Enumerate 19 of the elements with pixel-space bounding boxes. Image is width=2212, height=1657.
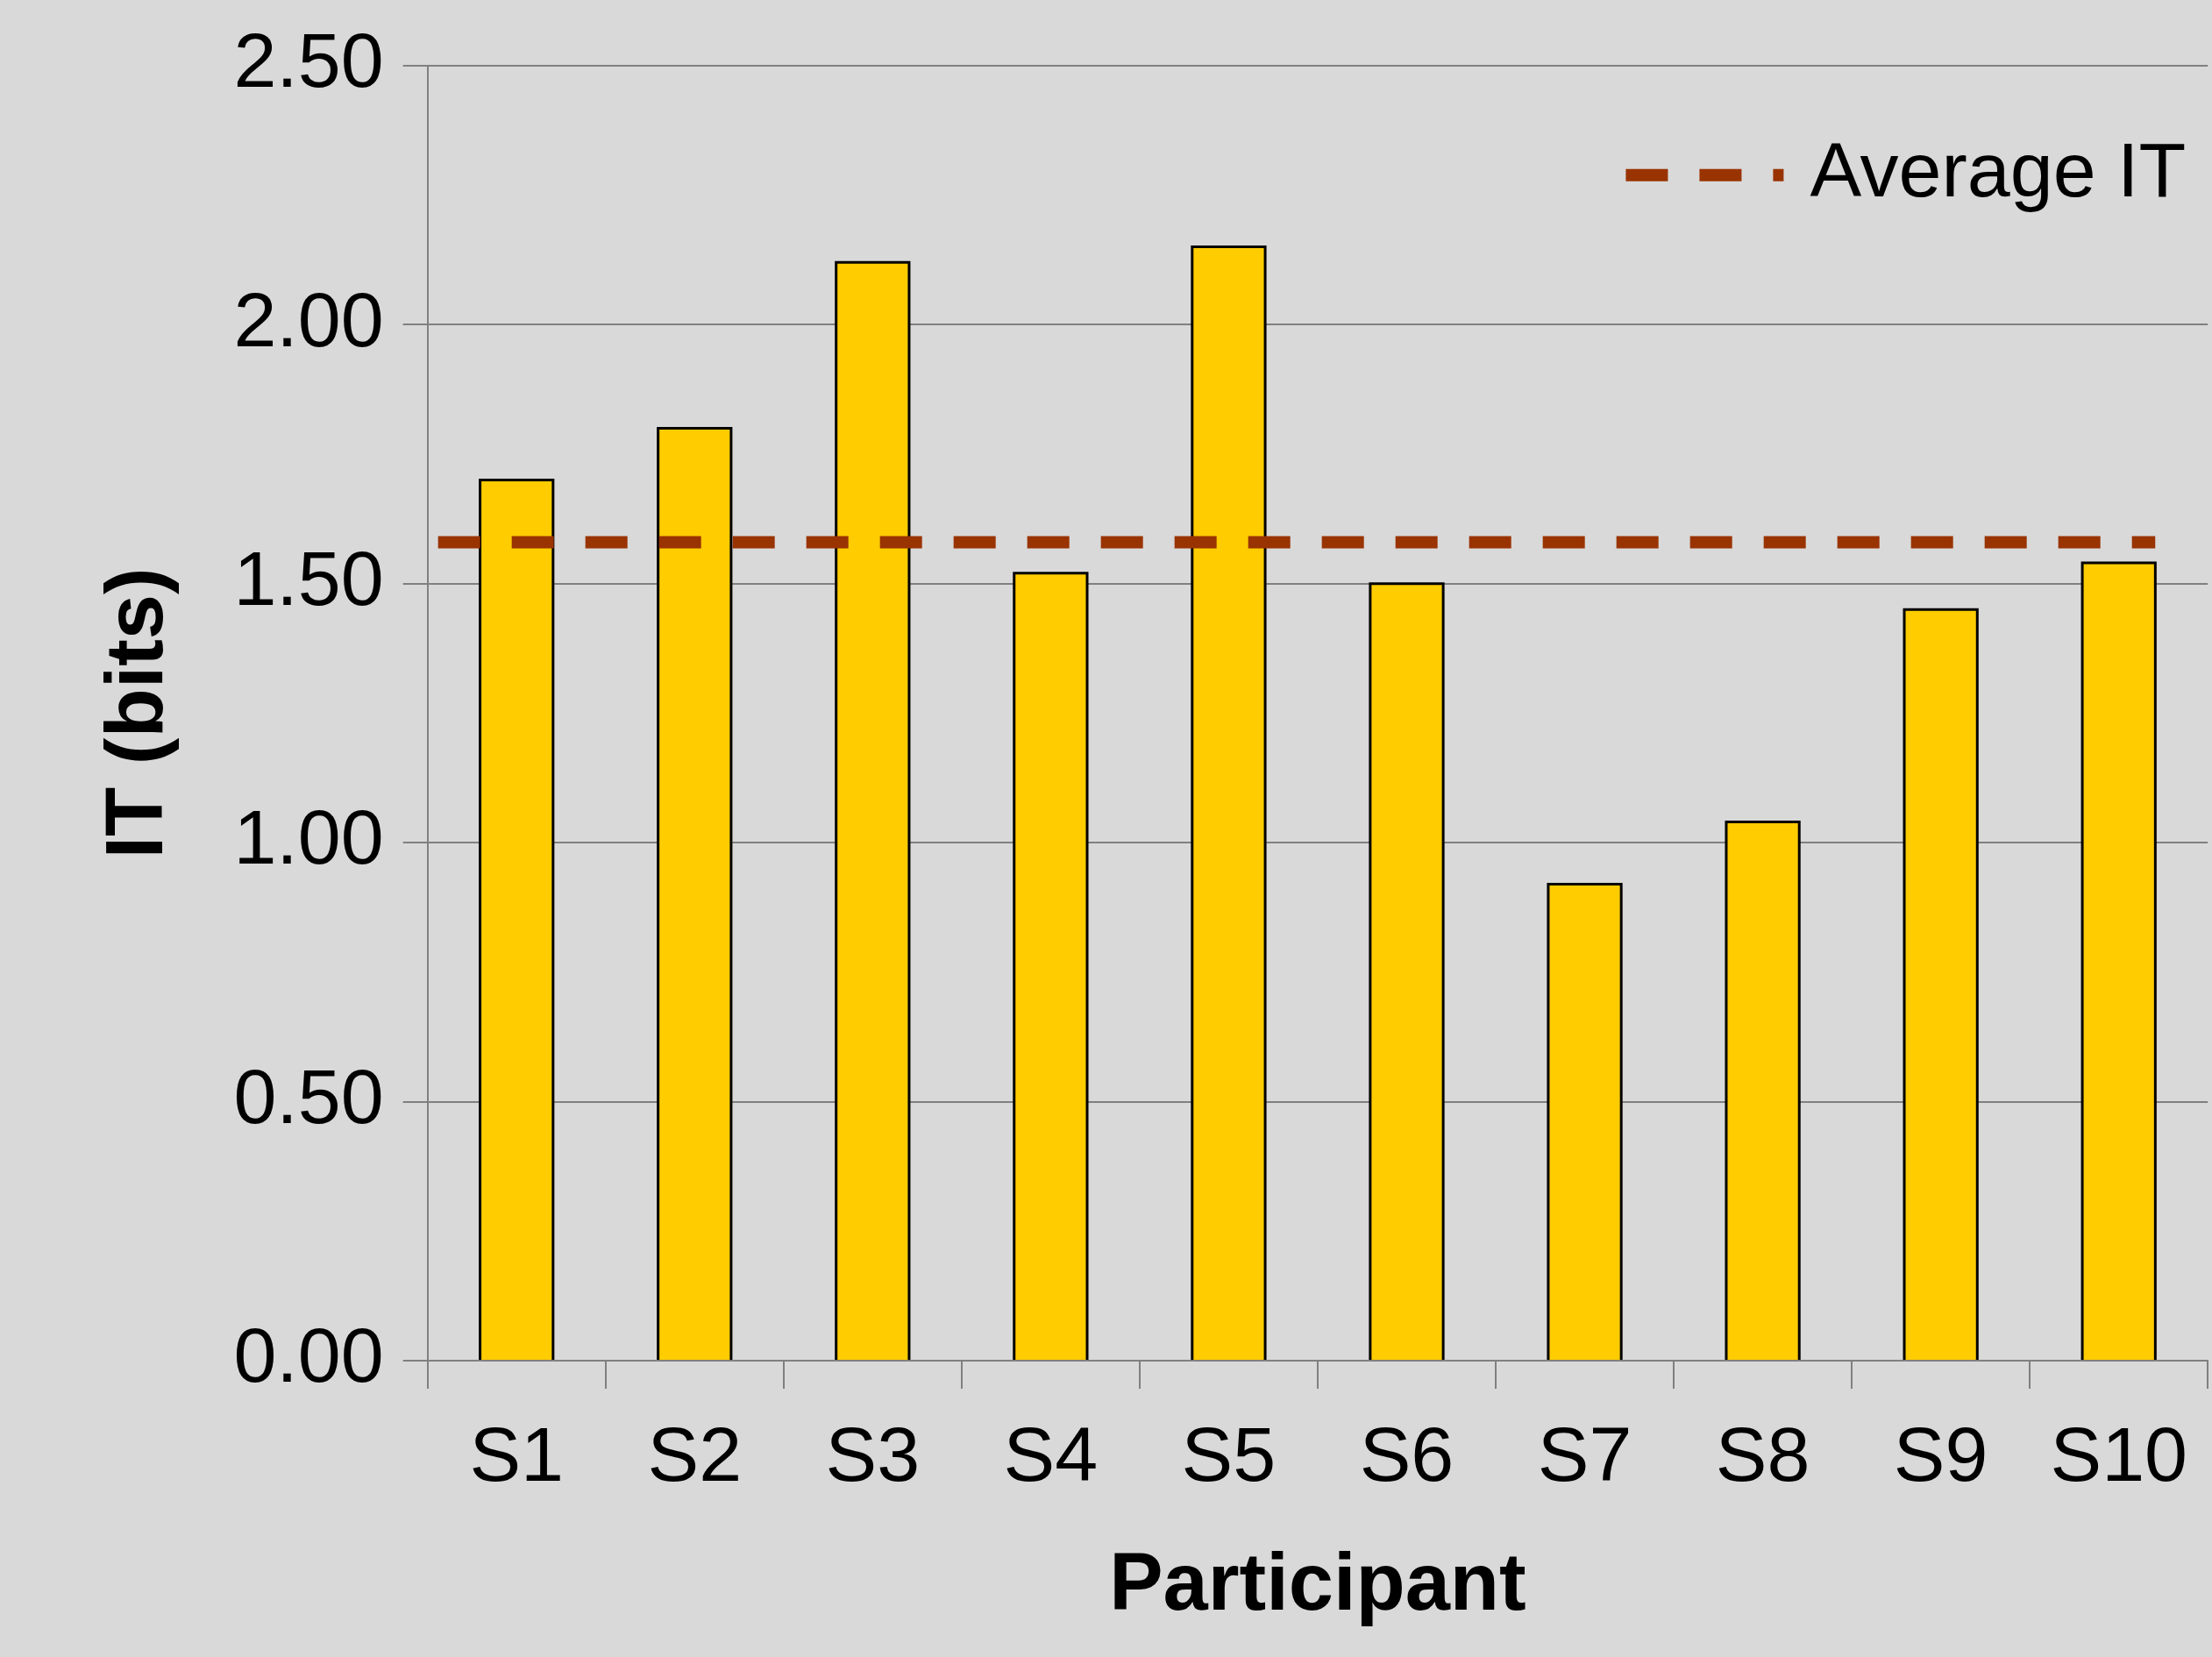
y-tick-label: 2.00	[233, 275, 384, 363]
y-axis-title: IT (bits)	[89, 567, 179, 859]
y-tick-label: 0.50	[233, 1052, 384, 1140]
x-tick-label: S4	[1003, 1411, 1099, 1498]
x-axis-title: Participant	[1109, 1537, 1526, 1627]
x-tick-label: S8	[1715, 1411, 1810, 1498]
x-tick-label: S7	[1537, 1411, 1632, 1498]
x-tick-label: S2	[647, 1411, 743, 1498]
x-tick-label: S3	[825, 1411, 921, 1498]
y-tick-label: 2.50	[233, 17, 384, 104]
x-tick-label: S5	[1181, 1411, 1277, 1498]
y-tick-label: 1.50	[233, 534, 384, 622]
x-tick-label: S9	[1893, 1411, 1988, 1498]
y-tick-label: 1.00	[233, 793, 384, 881]
x-tick-label: S10	[2050, 1411, 2187, 1498]
legend-label: Average IT	[1810, 126, 2187, 214]
x-tick-label: S6	[1359, 1411, 1455, 1498]
y-tick-label: 0.00	[233, 1312, 384, 1399]
x-tick-label: S1	[469, 1411, 565, 1498]
